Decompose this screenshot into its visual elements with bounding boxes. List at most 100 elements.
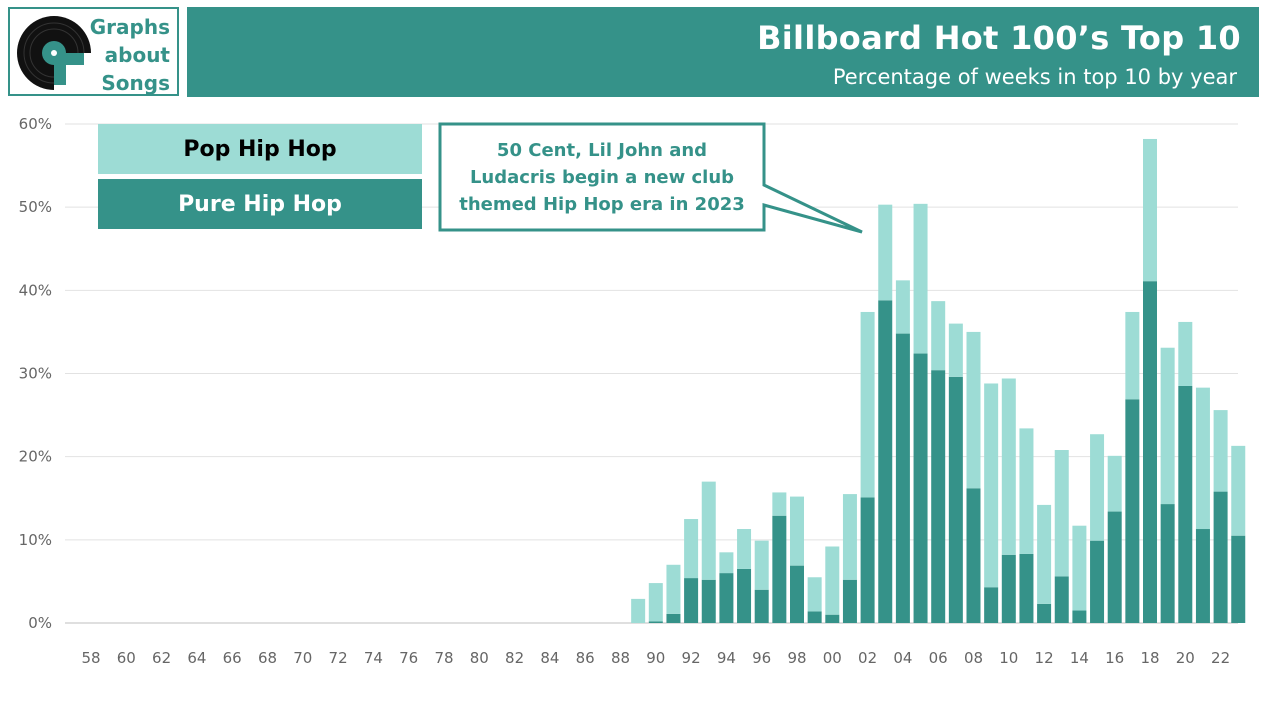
x-tick-label: 80 [470,649,489,667]
bar-pop-93 [701,481,716,580]
x-tick-label: 62 [152,649,171,667]
annotation-line-1: 50 Cent, Lil John and [496,139,708,161]
bar-pure-17 [1125,399,1140,623]
bar-pure-92 [684,578,699,623]
bar-pure-91 [666,613,681,623]
bar-pure-14 [1072,610,1087,623]
legend-pop-label: Pop Hip Hop [183,136,337,162]
x-tick-label: 60 [117,649,136,667]
bar-pure-16 [1107,511,1122,623]
bar-pop-02 [860,311,875,498]
x-tick-label: 04 [893,649,912,667]
bar-pop-21 [1195,387,1210,530]
annotation-callout [438,122,863,234]
y-tick-label: 50% [19,198,52,216]
annotation-line-3: themed Hip Hop era in 2023 [459,193,745,215]
y-tick-label: 30% [19,365,52,383]
x-tick-label: 98 [787,649,806,667]
bar-pop-97 [772,492,787,516]
x-tick-label: 90 [646,649,665,667]
bar-pop-90 [648,583,663,622]
x-axis-ticks: 58 60 62 64 66 68 70 72 74 76 78 80 82 84 86 88 90 92 94 96… [81,649,1230,667]
x-tick-label: 70 [293,649,312,667]
bar-pop-14 [1072,525,1087,611]
bar-pure-96 [754,589,769,623]
x-tick-label: 72 [329,649,348,667]
x-tick-label: 14 [1070,649,1089,667]
x-tick-label: 76 [399,649,418,667]
bar-pure-97 [772,515,787,623]
bar-pure-13 [1054,576,1069,623]
bar-pop-89 [631,598,646,623]
bars [631,138,1246,623]
bar-pop-03 [878,204,893,301]
bar-pure-08 [966,488,981,623]
callout-box [438,122,863,234]
bar-pure-04 [895,333,910,623]
bar-pop-06 [931,301,946,371]
brand-line-1: Graphs [89,15,170,39]
x-tick-label: 78 [434,649,453,667]
x-tick-label: 92 [682,649,701,667]
x-tick-label: 58 [81,649,100,667]
x-tick-label: 10 [999,649,1018,667]
bar-pop-95 [737,529,752,569]
legend-pop-hip-hop: Pop Hip Hop [98,124,422,174]
bar-pure-10 [1001,554,1016,623]
x-tick-label: 66 [223,649,242,667]
x-tick-label: 86 [576,649,595,667]
brand-line-2: about [104,43,170,67]
x-tick-label: 20 [1176,649,1195,667]
brand-logo: Graphs about Songs [8,7,179,96]
chart-title: Billboard Hot 100’s Top 10 [757,19,1241,57]
bar-pure-94 [719,573,734,623]
x-tick-label: 68 [258,649,277,667]
bar-pure-01 [842,579,857,623]
bar-pop-12 [1037,504,1052,604]
bar-pure-05 [913,353,928,623]
x-tick-label: 16 [1105,649,1124,667]
chart-subtitle: Percentage of weeks in top 10 by year [832,65,1237,89]
bar-pure-00 [825,614,840,623]
bar-pop-18 [1143,138,1157,282]
brand-name: Graphs about Songs [90,13,170,97]
x-tick-label: 18 [1140,649,1159,667]
bar-pop-99 [807,577,822,612]
bar-pop-96 [754,540,769,590]
brand-line-3: Songs [101,71,170,95]
bar-pure-95 [737,568,752,623]
bar-pop-98 [790,496,804,566]
bar-pure-23 [1231,535,1246,623]
bar-pure-11 [1019,553,1034,623]
bar-pop-22 [1213,410,1228,492]
bar-pure-18 [1143,281,1157,623]
x-tick-label: 00 [823,649,842,667]
bar-pure-98 [790,565,804,623]
bar-pure-09 [984,587,999,623]
bar-pure-15 [1090,540,1105,623]
bar-pop-07 [948,323,963,377]
x-tick-label: 22 [1211,649,1230,667]
legend-pure-hip-hop: Pure Hip Hop [98,179,422,229]
bar-pure-12 [1037,603,1052,623]
bar-pure-20 [1178,385,1193,623]
bar-pure-99 [807,611,822,623]
bar-pure-22 [1213,491,1228,623]
bar-pop-13 [1054,450,1069,577]
bar-pop-23 [1231,445,1246,536]
bar-pop-04 [895,280,910,334]
bar-pop-16 [1107,455,1122,512]
x-tick-label: 74 [364,649,383,667]
bar-pure-06 [931,370,946,623]
y-tick-label: 0% [28,614,52,632]
y-axis-ticks: 0% 10% 20% 30% 40% 50% 60% [19,115,52,632]
x-tick-label: 08 [964,649,983,667]
bar-pop-19 [1160,347,1175,505]
bar-pure-03 [878,300,893,623]
bar-pop-17 [1125,311,1140,400]
bar-pure-07 [948,376,963,623]
bar-pop-20 [1178,321,1193,386]
bar-pop-15 [1090,434,1105,541]
bar-pop-91 [666,564,681,614]
